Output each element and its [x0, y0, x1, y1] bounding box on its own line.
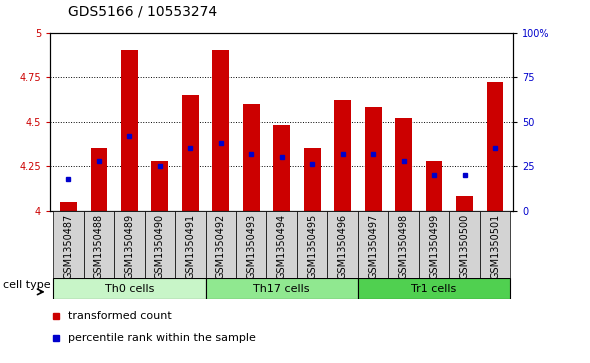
Bar: [304, 148, 320, 211]
Bar: [182, 95, 199, 211]
Text: GSM1350501: GSM1350501: [490, 214, 500, 279]
Bar: [419, 211, 450, 278]
Bar: [456, 196, 473, 211]
Text: GSM1350488: GSM1350488: [94, 214, 104, 279]
Text: GSM1350490: GSM1350490: [155, 214, 165, 279]
Text: GSM1350495: GSM1350495: [307, 214, 317, 279]
Bar: [335, 100, 351, 211]
Text: Tr1 cells: Tr1 cells: [411, 284, 457, 294]
Bar: [175, 211, 205, 278]
Text: GDS5166 / 10553274: GDS5166 / 10553274: [68, 4, 217, 18]
Bar: [53, 211, 84, 278]
Bar: [243, 104, 260, 211]
Bar: [152, 161, 168, 211]
Bar: [450, 211, 480, 278]
Text: cell type: cell type: [3, 280, 51, 290]
Text: Th0 cells: Th0 cells: [104, 284, 154, 294]
Text: percentile rank within the sample: percentile rank within the sample: [68, 333, 255, 343]
Bar: [480, 211, 510, 278]
Bar: [212, 50, 229, 211]
Bar: [388, 211, 419, 278]
Bar: [60, 202, 77, 211]
Text: GSM1350487: GSM1350487: [64, 214, 73, 279]
Bar: [145, 211, 175, 278]
Bar: [236, 211, 267, 278]
Bar: [358, 211, 388, 278]
Text: GSM1350499: GSM1350499: [429, 214, 439, 279]
Bar: [114, 211, 145, 278]
Bar: [426, 161, 442, 211]
Bar: [267, 211, 297, 278]
Bar: [90, 148, 107, 211]
Text: transformed count: transformed count: [68, 311, 172, 321]
Bar: [297, 211, 327, 278]
Bar: [487, 82, 503, 211]
Bar: [327, 211, 358, 278]
Bar: [205, 211, 236, 278]
Text: GSM1350498: GSM1350498: [399, 214, 409, 279]
Text: GSM1350489: GSM1350489: [124, 214, 135, 279]
Text: Th17 cells: Th17 cells: [254, 284, 310, 294]
Text: GSM1350500: GSM1350500: [460, 214, 470, 279]
Text: GSM1350491: GSM1350491: [185, 214, 195, 279]
Bar: [205, 278, 358, 299]
Text: GSM1350494: GSM1350494: [277, 214, 287, 279]
Bar: [121, 50, 137, 211]
Text: GSM1350492: GSM1350492: [216, 214, 226, 279]
Text: GSM1350497: GSM1350497: [368, 214, 378, 279]
Bar: [395, 118, 412, 211]
Bar: [53, 278, 205, 299]
Bar: [273, 125, 290, 211]
Bar: [358, 278, 510, 299]
Text: GSM1350493: GSM1350493: [246, 214, 256, 279]
Text: GSM1350496: GSM1350496: [337, 214, 348, 279]
Bar: [365, 107, 382, 211]
Bar: [84, 211, 114, 278]
